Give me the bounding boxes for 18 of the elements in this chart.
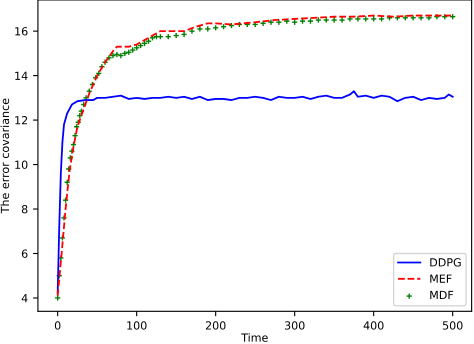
legend-label: DDPG <box>430 258 461 267</box>
x-tick-label: 400 <box>364 321 384 330</box>
y-axis-title: The error covariance <box>0 98 10 214</box>
y-tick-label: 16 <box>15 27 28 36</box>
legend-label: MDF <box>430 290 454 300</box>
x-tick-label: 100 <box>127 321 147 330</box>
y-tick-label: 14 <box>15 72 28 80</box>
y-tick-label: 8 <box>22 205 28 214</box>
x-tick-label: 500 <box>442 321 463 330</box>
y-tick-label: 12 <box>15 116 28 124</box>
x-tick-label: 200 <box>206 321 226 330</box>
y-tick-label: 4 <box>22 294 28 302</box>
y-tick-label: 6 <box>22 249 28 258</box>
y-tick-label: 10 <box>15 160 28 169</box>
x-tick-label: 0 <box>54 321 60 330</box>
x-tick-label: 300 <box>284 321 305 330</box>
legend-label: MEF <box>430 274 452 283</box>
x-axis-title: Time <box>241 333 268 342</box>
